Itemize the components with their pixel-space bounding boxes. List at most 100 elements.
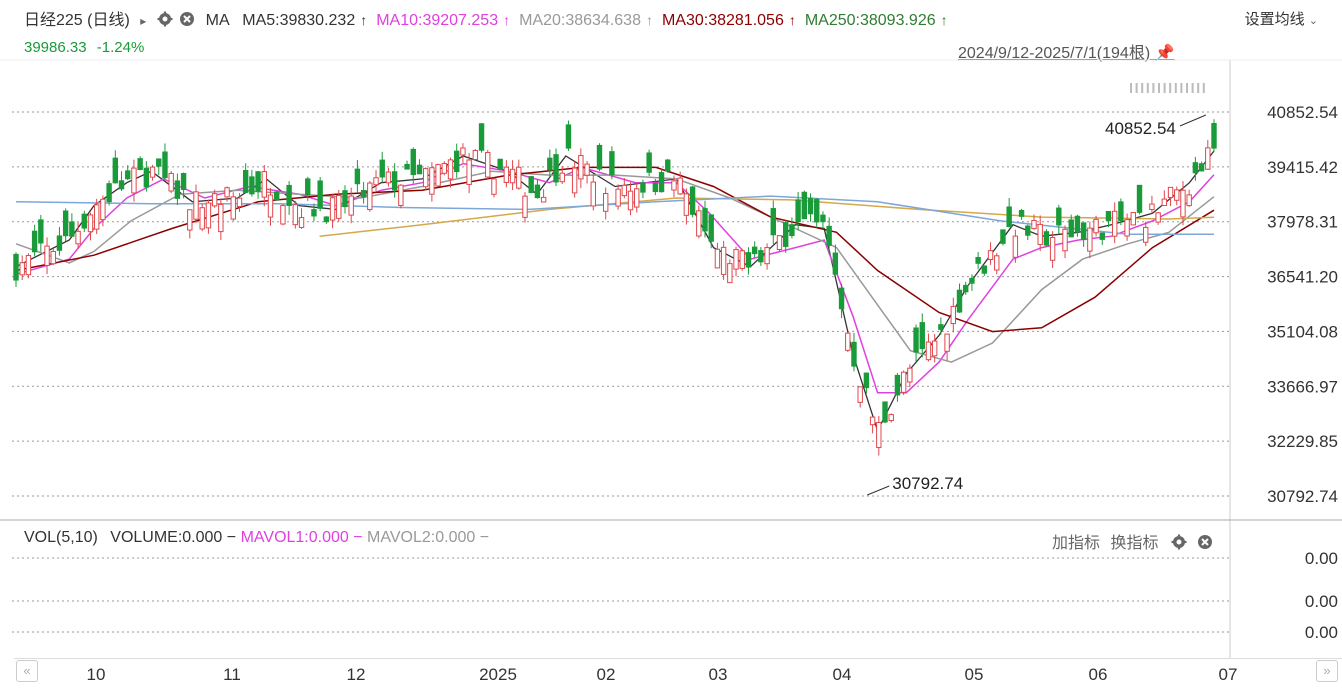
candle-body: [559, 172, 565, 183]
candle-body: [696, 210, 702, 237]
candle-body: [1205, 147, 1211, 170]
candle-body: [764, 247, 770, 265]
annotation-arrow: [1179, 114, 1207, 127]
candle-body: [441, 163, 448, 174]
candle-body: [118, 180, 125, 190]
indicator-controls: 加指标 换指标: [1052, 529, 1213, 553]
candle-body: [1025, 225, 1031, 236]
ma-arrow-1: ↑: [503, 12, 511, 28]
candle-body: [81, 213, 87, 229]
instrument-title: 日经225 (日线): [24, 12, 130, 29]
candle-body: [683, 193, 690, 216]
scroll-left-icon[interactable]: «: [16, 660, 38, 682]
chart-header: 日经225 (日线) ▸ MA MA5:39830.232 ↑ MA10:39207…: [24, 6, 948, 30]
candle-body: [422, 168, 429, 188]
candle-body: [789, 224, 795, 237]
candle-body: [522, 195, 528, 218]
candle-body: [174, 180, 181, 199]
candle-body: [621, 184, 628, 197]
pin-icon[interactable]: 📌: [1154, 45, 1175, 62]
scroll-right-icon[interactable]: »: [1316, 660, 1338, 682]
candle-body: [429, 167, 435, 195]
high-annotation: 40852.54: [1105, 119, 1176, 138]
settings-ma-button[interactable]: 设置均线 ⌄: [1245, 8, 1318, 29]
candle-body: [565, 124, 572, 149]
ma-line-ma250: [319, 197, 1215, 237]
candle-body: [13, 253, 19, 281]
candle-body: [261, 171, 267, 198]
candle-body: [758, 250, 764, 263]
candle-body: [745, 252, 752, 268]
close-icon[interactable]: [179, 11, 195, 27]
candle-body: [1105, 210, 1112, 222]
candle-body: [1031, 220, 1037, 230]
candle-body: [199, 207, 205, 230]
candle-body: [311, 209, 317, 217]
candle-body: [596, 144, 603, 170]
candle-body: [634, 188, 640, 208]
candle-body: [1037, 223, 1043, 245]
candle-body: [391, 171, 398, 191]
candle-body: [1080, 222, 1087, 241]
candle-body: [1074, 215, 1081, 233]
candle-body: [956, 289, 963, 313]
candle-body: [708, 214, 714, 242]
candle-body: [1167, 186, 1174, 199]
mavol2-value: MAVOL2:0.000: [367, 529, 476, 546]
candle-body: [845, 332, 851, 351]
candle-body: [609, 151, 615, 176]
candle-body: [478, 123, 485, 151]
volume-gear-icon[interactable]: [1171, 534, 1187, 550]
candle-body: [1018, 209, 1025, 217]
add-indicator-button[interactable]: 加指标: [1052, 535, 1101, 552]
candle-body: [323, 216, 330, 223]
settings-ma-label: 设置均线: [1244, 11, 1305, 28]
candle-body: [143, 167, 150, 188]
expand-icon[interactable]: ▸: [140, 14, 147, 28]
candle-body: [689, 186, 696, 215]
ma-value-2: MA20:38634.638 ↑: [519, 12, 653, 29]
candle-body: [925, 341, 932, 361]
candle-body: [137, 158, 143, 171]
candle-body: [832, 252, 839, 275]
candle-body: [205, 202, 212, 229]
vol-label: VOL(5,10): [24, 529, 98, 546]
candle-body: [211, 193, 218, 207]
candle-body: [162, 151, 168, 179]
candle-body: [1186, 194, 1192, 207]
volume-dash: −: [226, 529, 241, 546]
y-tick-label: 40852.54: [1267, 103, 1338, 122]
candle-body: [857, 386, 863, 403]
candle-body: [975, 257, 981, 264]
volume-close-icon[interactable]: [1197, 534, 1213, 550]
candle-body: [652, 182, 659, 193]
gear-icon[interactable]: [157, 11, 173, 27]
low-annotation: 30792.74: [892, 474, 963, 493]
candle-body: [466, 159, 472, 185]
candle-body: [820, 214, 826, 223]
candle-body: [981, 265, 988, 274]
candle-body: [385, 171, 392, 184]
candle-body: [149, 166, 156, 178]
candle-body: [379, 159, 385, 178]
switch-indicator-button[interactable]: 换指标: [1110, 535, 1159, 552]
candle-body: [938, 324, 944, 330]
candle-body: [224, 187, 230, 198]
ma-value-1: MA10:39207.253 ↑: [376, 12, 511, 29]
candle-body: [894, 374, 901, 396]
candle-body: [218, 203, 224, 233]
candle-body: [571, 167, 578, 194]
ma-line-ma30: [15, 166, 1215, 333]
volume-header: VOL(5,10) VOLUME:0.000 − MAVOL1:0.000 − …: [24, 529, 489, 547]
mavol2-dash: −: [479, 529, 490, 546]
candle-body: [931, 340, 938, 357]
candle-body: [950, 305, 956, 325]
candle-body: [665, 159, 671, 172]
candle-body: [404, 163, 410, 170]
candle-body: [534, 184, 541, 199]
candle-body: [1000, 229, 1006, 244]
candle-body: [454, 150, 460, 173]
timeline-scrollbar[interactable]: « »: [14, 658, 1342, 684]
ma-value-0: MA5:39830.232 ↑: [242, 12, 368, 29]
y-tick-label: 30792.74: [1267, 487, 1338, 506]
